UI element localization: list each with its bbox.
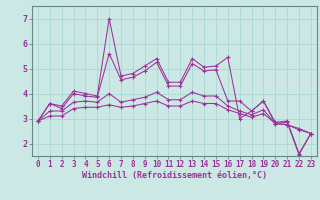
X-axis label: Windchill (Refroidissement éolien,°C): Windchill (Refroidissement éolien,°C) (82, 171, 267, 180)
